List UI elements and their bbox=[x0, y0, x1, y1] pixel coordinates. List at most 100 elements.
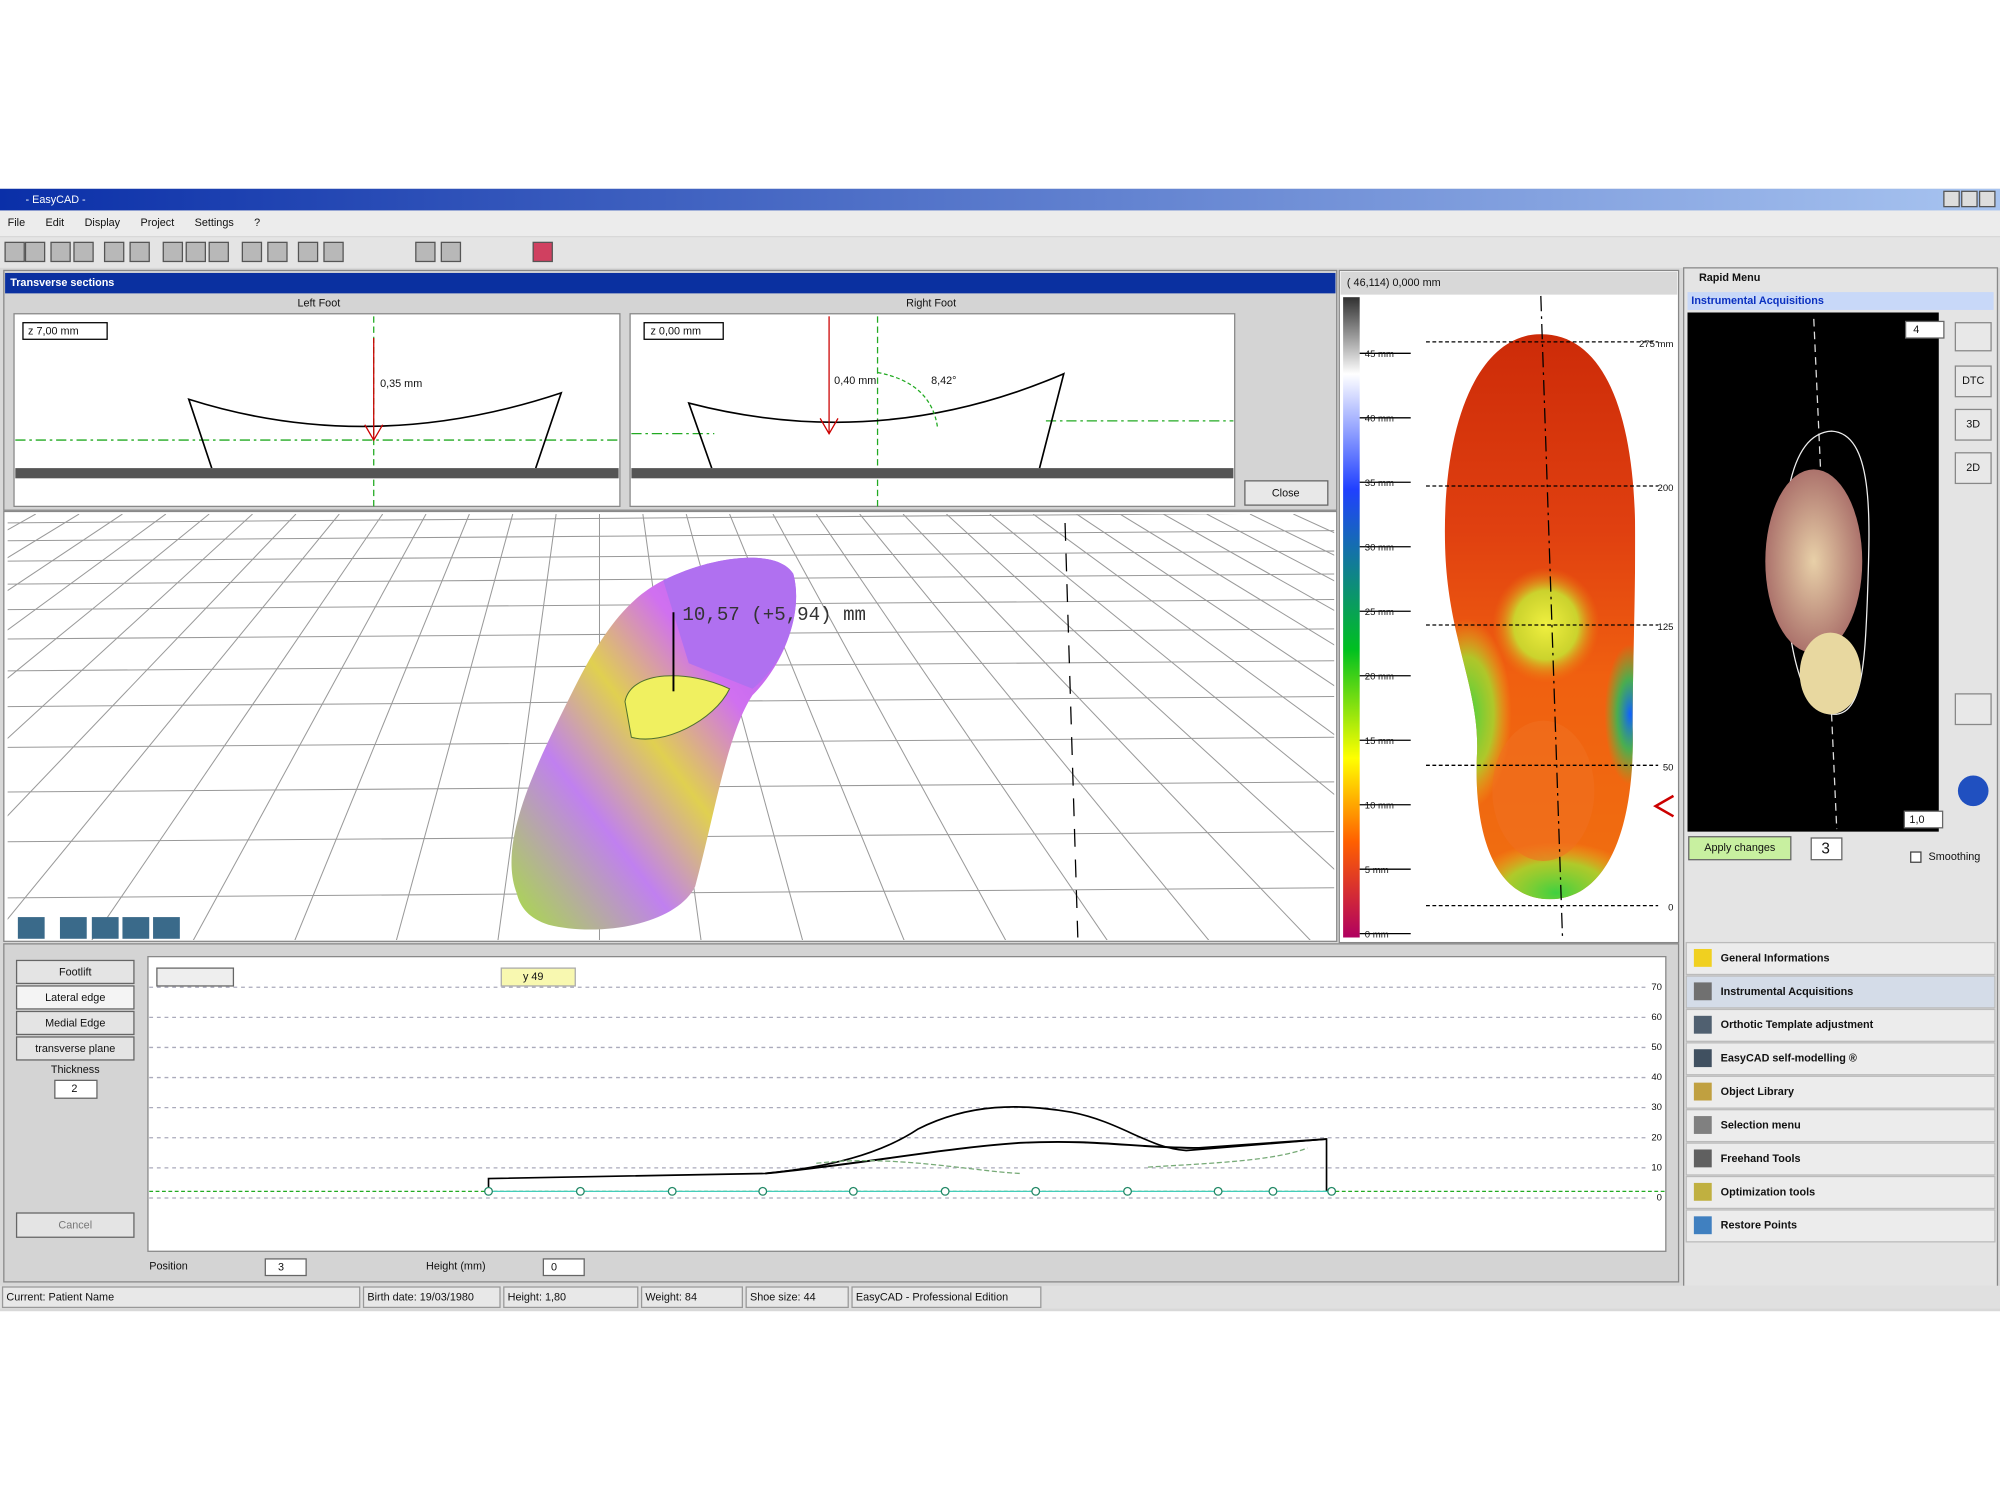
zoom-value: 4 bbox=[1913, 324, 1919, 336]
tool-button[interactable] bbox=[208, 241, 229, 263]
tool-button[interactable] bbox=[73, 241, 94, 263]
graph-tabs[interactable] bbox=[156, 967, 235, 987]
pressure-foot bbox=[1444, 295, 1675, 938]
grid-line bbox=[192, 514, 427, 941]
tool-button[interactable] bbox=[162, 241, 184, 263]
status-text: Birth date: 19/03/1980 bbox=[367, 1292, 474, 1304]
toolbar-buttons[interactable] bbox=[4, 241, 553, 263]
menu-item-button[interactable] bbox=[1685, 1175, 1996, 1210]
grid-line bbox=[7, 514, 123, 592]
node[interactable] bbox=[1031, 1186, 1041, 1196]
node[interactable] bbox=[940, 1186, 950, 1196]
menu: File Edit Display Project Settings? bbox=[8, 217, 261, 229]
rapid-menu-title: Rapid Menu bbox=[1699, 272, 1760, 284]
scan-image bbox=[1687, 312, 1939, 832]
grid-line bbox=[1076, 514, 1335, 687]
tool-button[interactable] bbox=[103, 241, 125, 263]
status-field bbox=[851, 1286, 1042, 1309]
editor-button[interactable] bbox=[15, 1010, 135, 1036]
tool-button[interactable] bbox=[267, 241, 288, 263]
node[interactable] bbox=[848, 1186, 858, 1196]
left-measure: 0,35 mm bbox=[380, 378, 422, 390]
profile-nodes[interactable] bbox=[484, 1186, 1337, 1196]
grid-line bbox=[395, 514, 514, 941]
node[interactable] bbox=[1123, 1186, 1133, 1196]
side-button[interactable] bbox=[1954, 322, 1992, 352]
menu-item[interactable]: Edit bbox=[46, 217, 65, 229]
print-button[interactable] bbox=[1954, 693, 1992, 726]
menu-item[interactable]: File bbox=[8, 217, 25, 229]
graph-tag bbox=[500, 967, 576, 987]
tool-button[interactable] bbox=[4, 241, 25, 263]
menu-item[interactable]: ? bbox=[254, 217, 260, 229]
menu-item[interactable]: Display bbox=[85, 217, 121, 229]
height-field[interactable] bbox=[542, 1258, 585, 1277]
tool-button[interactable] bbox=[323, 241, 344, 263]
node[interactable] bbox=[1268, 1186, 1278, 1196]
menu-item[interactable]: Settings bbox=[195, 217, 235, 229]
tool-button[interactable] bbox=[24, 241, 46, 263]
menu-item-label: EasyCAD self-modelling ® bbox=[1721, 1053, 1857, 1065]
rotation-field[interactable] bbox=[1903, 810, 1944, 829]
scale-label: 20 mm bbox=[1365, 672, 1394, 683]
scale-label: 45 mm bbox=[1365, 349, 1394, 360]
tool-button[interactable] bbox=[185, 241, 206, 263]
status-text: Height: 1,80 bbox=[508, 1292, 566, 1304]
ruler-label: 0 bbox=[1668, 903, 1673, 914]
right-measure: 0,40 mm bbox=[834, 375, 876, 387]
node[interactable] bbox=[484, 1186, 493, 1196]
editor-button-label: Footlift bbox=[59, 966, 92, 978]
menu-item-button[interactable] bbox=[1685, 1075, 1996, 1109]
close-label: Close bbox=[1272, 487, 1300, 499]
menu-item-button[interactable] bbox=[1685, 1209, 1996, 1243]
tool-button[interactable] bbox=[297, 241, 319, 263]
window-controls[interactable] bbox=[1943, 190, 1996, 208]
close-button[interactable] bbox=[1244, 480, 1329, 506]
menu-item-icon bbox=[1693, 1216, 1712, 1235]
smoothing-field[interactable] bbox=[1810, 837, 1843, 861]
menu-item-icon bbox=[1693, 982, 1712, 1001]
menu-items: General Informations Instrumental Acquisi… bbox=[1685, 941, 1996, 1243]
menu-item-button[interactable] bbox=[1685, 1042, 1996, 1076]
apply-label: Apply changes bbox=[1704, 842, 1776, 854]
menu-item-button[interactable] bbox=[1685, 975, 1996, 1009]
view-buttons[interactable] bbox=[17, 917, 180, 939]
menu-item-button[interactable] bbox=[1685, 941, 1996, 976]
tool-button[interactable] bbox=[532, 241, 553, 263]
menu-item-button[interactable] bbox=[1685, 1109, 1996, 1143]
menu-item-button[interactable] bbox=[1685, 1142, 1996, 1176]
tool-button[interactable] bbox=[241, 241, 263, 263]
axis-label: 0 bbox=[1657, 1192, 1662, 1203]
menu-item[interactable]: Project bbox=[141, 217, 175, 229]
thickness-field[interactable] bbox=[54, 1079, 98, 1099]
editor-button[interactable] bbox=[15, 985, 135, 1010]
panel-header bbox=[5, 272, 1336, 294]
position-field[interactable] bbox=[264, 1258, 307, 1277]
node[interactable] bbox=[575, 1186, 585, 1196]
grid-line bbox=[294, 514, 470, 941]
node[interactable] bbox=[1327, 1186, 1337, 1196]
side-button[interactable] bbox=[1954, 452, 1992, 485]
tool-button[interactable] bbox=[415, 241, 436, 263]
editor-button[interactable] bbox=[15, 959, 135, 985]
node[interactable] bbox=[1213, 1186, 1223, 1196]
menu-item-icon bbox=[1693, 1116, 1712, 1134]
smoothing-checkbox[interactable] bbox=[1910, 851, 1922, 863]
tool-button[interactable] bbox=[440, 241, 462, 263]
menu-item-button[interactable] bbox=[1685, 1008, 1996, 1042]
height-value: 0 bbox=[551, 1262, 557, 1274]
side-button[interactable] bbox=[1954, 408, 1992, 441]
panel-title: Transverse sections bbox=[10, 277, 114, 289]
tool-button[interactable] bbox=[50, 241, 71, 263]
side-button[interactable] bbox=[1954, 365, 1992, 398]
position-value: 3 bbox=[278, 1262, 284, 1274]
navigator[interactable] bbox=[1957, 775, 1989, 807]
node[interactable] bbox=[758, 1186, 768, 1196]
zoom-field[interactable] bbox=[1904, 320, 1945, 339]
grid-line bbox=[7, 514, 210, 679]
editor-button[interactable] bbox=[15, 1036, 135, 1061]
cancel-button[interactable] bbox=[15, 1212, 135, 1238]
apply-button[interactable] bbox=[1688, 836, 1792, 861]
node[interactable] bbox=[667, 1186, 677, 1196]
tool-button[interactable] bbox=[129, 241, 150, 263]
